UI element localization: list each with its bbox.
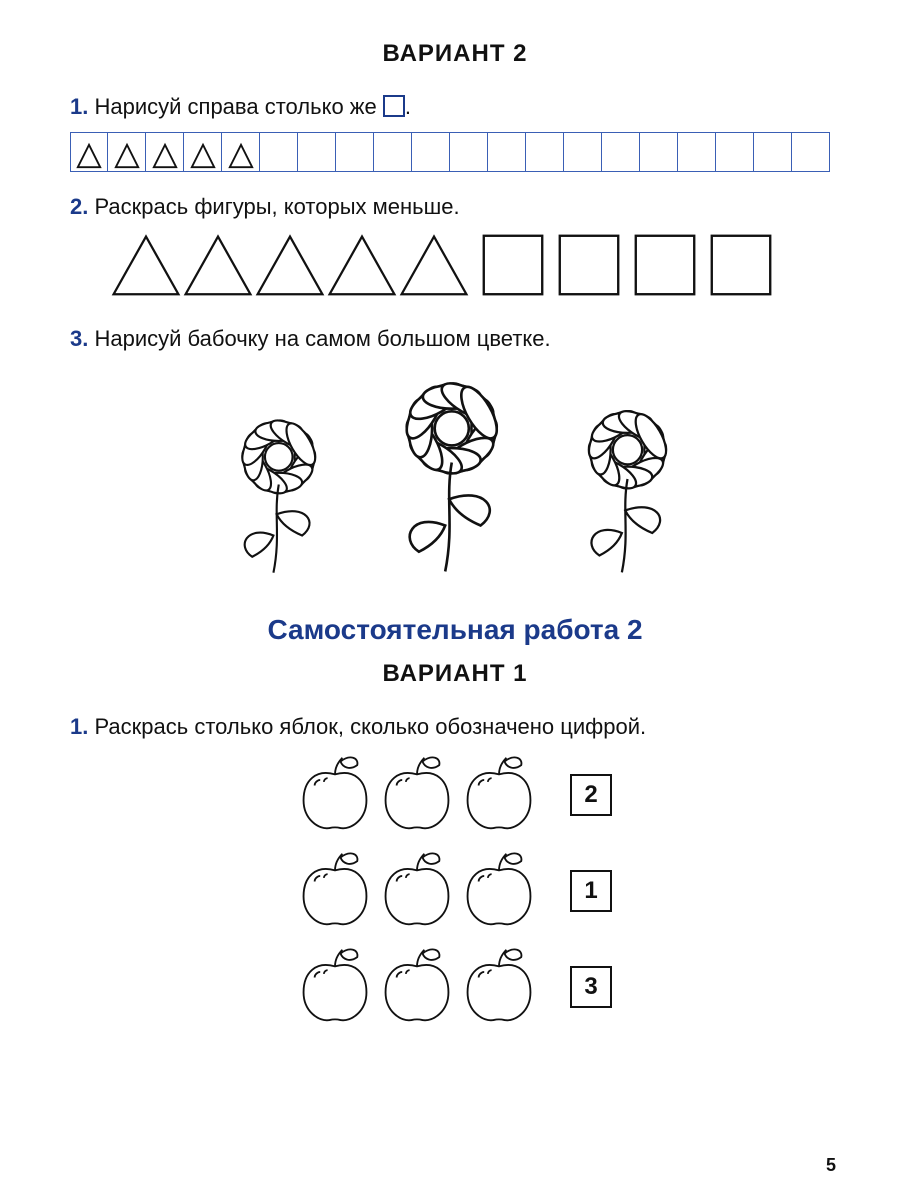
grid-cell [640, 132, 678, 172]
grid-cell [108, 132, 146, 172]
small-triangle-icon [227, 141, 255, 171]
task-2-text: 2. Раскрась фигуры, которых меньше. [70, 194, 840, 220]
grid-cell [70, 132, 108, 172]
small-triangle-icon [189, 141, 217, 171]
apple-icon [462, 752, 536, 832]
triangle-icon [182, 233, 254, 304]
grid-cell [184, 132, 222, 172]
variant-2-title: ВАРИАНТ 2 [70, 40, 840, 68]
task-2-body: Раскрась фигуры, которых меньше. [94, 194, 459, 219]
apple-icon [462, 944, 536, 1024]
apple-row: 2 [298, 752, 612, 838]
flower [215, 408, 343, 584]
grid-cell [146, 132, 184, 172]
grid-cell [754, 132, 792, 172]
triangle-icon [398, 233, 470, 304]
task-3-body: Нарисуй бабочку на самом большом цветке. [94, 326, 550, 351]
apple [380, 944, 454, 1030]
task-2-number: 2. [70, 194, 88, 219]
apple-icon [298, 752, 372, 832]
apple-icon [298, 848, 372, 928]
grid-cell [526, 132, 564, 172]
grid-cell [602, 132, 640, 172]
task-1-period: . [405, 94, 411, 119]
s2-task-1: 1. Раскрась столько яблок, сколько обозн… [70, 714, 840, 1030]
apple-icon [380, 944, 454, 1024]
grid-cell [488, 132, 526, 172]
grid-cell [260, 132, 298, 172]
page-number: 5 [826, 1155, 836, 1176]
apple-icon [298, 944, 372, 1024]
apple [462, 944, 536, 1030]
apple [298, 848, 372, 934]
section-2-title: Самостоятельная работа 2 [70, 614, 840, 646]
task-1: 1. Нарисуй справа столько же . [70, 94, 840, 172]
small-triangle-icon [75, 141, 103, 171]
flower-icon [215, 408, 343, 578]
flowers-row [70, 368, 840, 584]
grid-row [70, 132, 840, 172]
grid-cell [792, 132, 830, 172]
apple-row: 3 [298, 944, 612, 1030]
grid-cell [716, 132, 754, 172]
task-1-number: 1. [70, 94, 88, 119]
flower-icon [373, 368, 531, 578]
task-3: 3. Нарисуй бабочку на самом большом цвет… [70, 326, 840, 584]
apple [462, 752, 536, 838]
apple [298, 944, 372, 1030]
apple [298, 752, 372, 838]
number-box: 2 [570, 774, 612, 816]
task-3-text: 3. Нарисуй бабочку на самом большом цвет… [70, 326, 840, 352]
apple [380, 752, 454, 838]
grid-cell [450, 132, 488, 172]
task-3-number: 3. [70, 326, 88, 351]
flower [373, 368, 531, 584]
flower-icon [560, 398, 695, 578]
apple [380, 848, 454, 934]
apple-row: 1 [298, 848, 612, 934]
square-icon [708, 232, 774, 304]
number-box: 3 [570, 966, 612, 1008]
grid-cell [374, 132, 412, 172]
flower [560, 398, 695, 584]
grid-cell [412, 132, 450, 172]
grid-cell [336, 132, 374, 172]
apple [462, 848, 536, 934]
inline-square-icon [383, 95, 405, 117]
grid-cell [678, 132, 716, 172]
s2-task-1-text: 1. Раскрась столько яблок, сколько обозн… [70, 714, 840, 740]
grid-cell [298, 132, 336, 172]
number-box: 1 [570, 870, 612, 912]
task-1-text: 1. Нарисуй справа столько же . [70, 94, 840, 120]
square-icon [632, 232, 698, 304]
grid-cell [564, 132, 602, 172]
shapes-row [70, 232, 840, 304]
task-1-body: Нарисуй справа столько же [94, 94, 382, 119]
apple-block: 2 1 [70, 752, 840, 1030]
s2-task-1-body: Раскрась столько яблок, сколько обозначе… [94, 714, 646, 739]
apple-icon [380, 752, 454, 832]
grid-cell [222, 132, 260, 172]
small-triangle-icon [113, 141, 141, 171]
apple-icon [462, 848, 536, 928]
variant-1-title: ВАРИАНТ 1 [70, 660, 840, 688]
square-icon [480, 232, 546, 304]
small-triangle-icon [151, 141, 179, 171]
triangle-icon [110, 233, 182, 304]
task-2: 2. Раскрась фигуры, которых меньше. [70, 194, 840, 304]
triangle-icon [326, 233, 398, 304]
square-icon [556, 232, 622, 304]
triangle-icon [254, 233, 326, 304]
s2-task-1-number: 1. [70, 714, 88, 739]
apple-icon [380, 848, 454, 928]
